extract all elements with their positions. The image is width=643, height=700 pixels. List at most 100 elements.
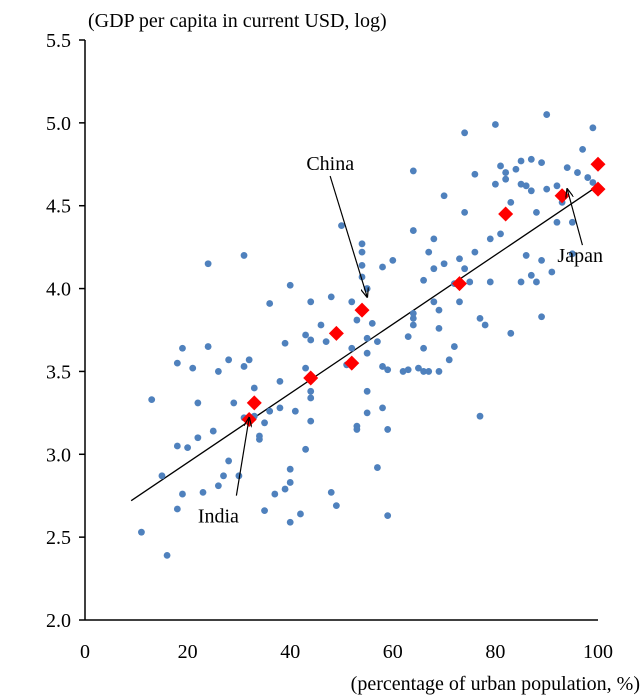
y-tick-label: 5.0	[46, 113, 71, 135]
x-axis-label: (percentage of urban population, %)	[351, 673, 640, 695]
highlighted-point	[451, 276, 467, 292]
country-point	[384, 366, 392, 374]
country-point	[471, 248, 479, 256]
country-point	[502, 169, 510, 176]
country-point	[353, 426, 361, 433]
country-point	[379, 263, 386, 271]
country-point	[502, 175, 510, 183]
country-point	[327, 489, 335, 496]
country-point	[179, 490, 186, 498]
country-point	[256, 435, 263, 443]
highlighted-point	[498, 206, 514, 222]
country-point	[538, 257, 545, 264]
country-point	[445, 356, 453, 364]
country-point	[245, 356, 253, 364]
country-point	[538, 313, 545, 321]
country-point	[379, 404, 386, 412]
country-point	[430, 265, 438, 273]
country-point	[466, 278, 474, 286]
country-point	[430, 298, 438, 306]
highlighted-point	[303, 370, 319, 386]
country-point	[286, 281, 294, 289]
y-tick-label: 5.5	[46, 30, 71, 52]
country-point	[266, 300, 274, 307]
country-point	[522, 182, 530, 190]
country-point	[527, 187, 535, 195]
country-point	[481, 321, 489, 329]
country-point	[486, 278, 494, 286]
country-point	[220, 472, 227, 480]
x-tick-label: 0	[80, 641, 90, 663]
country-point	[179, 344, 186, 352]
country-point	[327, 293, 335, 301]
highlighted-point	[590, 181, 606, 197]
country-point	[307, 387, 315, 395]
country-point	[317, 321, 325, 329]
country-point	[527, 271, 535, 279]
axes	[84, 40, 598, 621]
country-point	[471, 170, 479, 178]
country-point	[486, 235, 494, 243]
annotation-arrow	[567, 189, 584, 246]
country-point	[379, 363, 386, 370]
country-point	[497, 162, 504, 170]
country-point	[204, 343, 212, 350]
data-points	[138, 111, 606, 559]
country-point	[240, 363, 248, 370]
x-tick-label: 100	[583, 641, 613, 663]
annotations: China Japan India	[198, 153, 603, 528]
country-point	[204, 260, 212, 268]
country-point	[307, 394, 315, 402]
country-point	[338, 222, 345, 230]
country-point	[435, 306, 443, 314]
country-point	[527, 155, 535, 163]
country-point	[507, 329, 515, 337]
country-point	[420, 368, 427, 375]
y-axis-label: (GDP per capita in current USD, log)	[88, 10, 387, 32]
country-point	[214, 482, 222, 490]
x-tick-label: 60	[383, 641, 403, 663]
country-point	[332, 502, 340, 510]
country-point	[358, 261, 366, 269]
trendline-group	[130, 185, 599, 502]
annotation-label: China	[306, 153, 354, 175]
country-point	[420, 344, 427, 352]
country-point	[574, 169, 581, 176]
country-point	[522, 252, 530, 259]
y-tick-label: 3.0	[46, 444, 71, 466]
country-point	[548, 268, 556, 276]
country-point	[286, 479, 294, 486]
country-point	[163, 551, 171, 559]
country-point	[281, 485, 289, 493]
country-point	[322, 338, 330, 345]
country-point	[348, 298, 356, 306]
country-point	[138, 528, 145, 536]
country-point	[497, 230, 504, 238]
country-point	[584, 174, 592, 181]
country-point	[230, 399, 238, 407]
country-point	[358, 248, 366, 256]
country-point	[307, 336, 315, 344]
country-point	[533, 208, 540, 216]
country-point	[302, 364, 309, 372]
country-point	[384, 426, 392, 433]
country-point	[353, 316, 361, 324]
highlighted-point	[246, 395, 262, 411]
country-point	[286, 465, 294, 473]
country-point	[209, 427, 217, 435]
country-point	[368, 319, 376, 327]
country-point	[568, 250, 576, 258]
country-point	[374, 338, 381, 345]
country-point	[568, 218, 576, 226]
country-point	[589, 124, 597, 132]
y-tick-label: 2.0	[46, 610, 71, 632]
country-point	[363, 387, 371, 395]
highlighted-point	[354, 302, 370, 318]
country-point	[476, 412, 484, 420]
country-point	[307, 417, 315, 425]
country-point	[189, 364, 197, 372]
country-point	[302, 445, 309, 453]
country-point	[409, 227, 417, 234]
country-point	[456, 255, 463, 263]
